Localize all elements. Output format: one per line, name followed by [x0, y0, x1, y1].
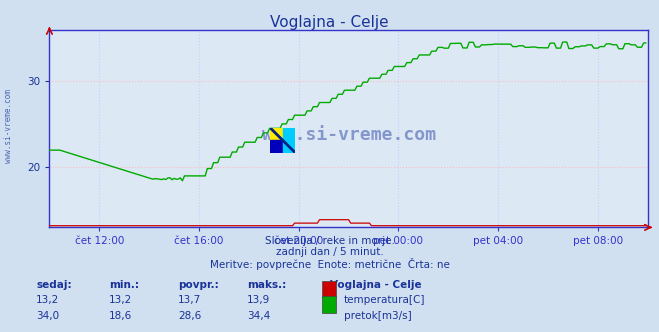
Text: 28,6: 28,6: [178, 311, 201, 321]
Text: pretok[m3/s]: pretok[m3/s]: [344, 311, 412, 321]
Bar: [283, 140, 295, 153]
Bar: [270, 140, 283, 153]
Text: 13,9: 13,9: [247, 295, 270, 305]
Text: povpr.:: povpr.:: [178, 280, 219, 290]
Text: 34,4: 34,4: [247, 311, 270, 321]
Text: www.si-vreme.com: www.si-vreme.com: [4, 89, 13, 163]
Text: www.si-vreme.com: www.si-vreme.com: [262, 125, 436, 143]
Text: min.:: min.:: [109, 280, 139, 290]
Text: maks.:: maks.:: [247, 280, 287, 290]
Text: Voglajna - Celje: Voglajna - Celje: [270, 15, 389, 30]
Text: 13,7: 13,7: [178, 295, 201, 305]
Text: 34,0: 34,0: [36, 311, 59, 321]
Bar: [270, 128, 283, 140]
Text: Voglajna - Celje: Voglajna - Celje: [330, 280, 421, 290]
Bar: [283, 128, 295, 140]
Text: zadnji dan / 5 minut.: zadnji dan / 5 minut.: [275, 247, 384, 257]
Text: 13,2: 13,2: [36, 295, 59, 305]
Text: Meritve: povprečne  Enote: metrične  Črta: ne: Meritve: povprečne Enote: metrične Črta:…: [210, 258, 449, 270]
Text: temperatura[C]: temperatura[C]: [344, 295, 426, 305]
Text: sedaj:: sedaj:: [36, 280, 72, 290]
Text: Slovenija / reke in morje.: Slovenija / reke in morje.: [264, 236, 395, 246]
Text: 13,2: 13,2: [109, 295, 132, 305]
Text: 18,6: 18,6: [109, 311, 132, 321]
